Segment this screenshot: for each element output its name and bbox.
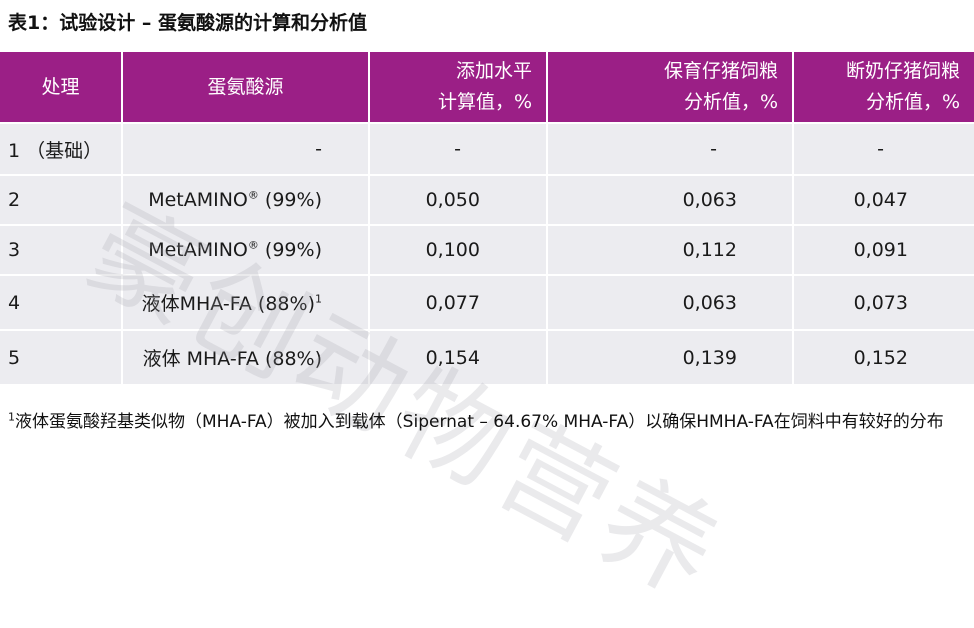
cell-calculated: 0,154 [368, 329, 547, 384]
footnote: 1液体蛋氨酸羟基类似物（MHA-FA）被加入到载体（Sipernat – 64.… [8, 410, 968, 434]
cell-nursery: 0,112 [546, 224, 793, 275]
table-row: 5 液体 MHA-FA (88%) 0,154 0,139 0,152 [0, 329, 974, 384]
cell-weaned: - [792, 122, 974, 175]
header-nursery-analysed: 保育仔猪饲粮 分析值，% [546, 52, 793, 123]
header-treatment: 处理 [0, 52, 122, 123]
cell-calculated: - [368, 122, 547, 175]
footnote-marker: 1 [8, 410, 15, 424]
trial-design-table: 处理 蛋氨酸源 添加水平 计算值，% 保育仔猪饲粮 分析值，% 断奶仔猪饲粮 分析值，… [0, 52, 974, 384]
cell-weaned: 0,073 [792, 274, 974, 330]
header-methionine-source: 蛋氨酸源 [121, 52, 369, 123]
footnote-text: 液体蛋氨酸羟基类似物（MHA-FA）被加入到载体（Sipernat – 64.6… [15, 412, 944, 432]
cell-nursery: 0,063 [546, 174, 793, 225]
cell-treatment: 1 （基础） [0, 122, 122, 175]
cell-nursery: 0,063 [546, 274, 793, 330]
cell-weaned: 0,152 [792, 329, 974, 384]
cell-weaned: 0,091 [792, 224, 974, 275]
cell-source: - [121, 122, 369, 175]
cell-weaned: 0,047 [792, 174, 974, 225]
header-weaned-analysed: 断奶仔猪饲粮 分析值，% [792, 52, 974, 123]
cell-calculated: 0,077 [368, 274, 547, 330]
cell-calculated: 0,050 [368, 174, 547, 225]
table-row: 1 （基础） - - - - [0, 122, 974, 175]
header-calculated-level: 添加水平 计算值，% [368, 52, 547, 123]
cell-nursery: - [546, 122, 793, 175]
table-row: 4 液体MHA-FA (88%)1 0,077 0,063 0,073 [0, 274, 974, 330]
table-row: 2 MetAMINO® (99%) 0,050 0,063 0,047 [0, 174, 974, 225]
table-row: 3 MetAMINO® (99%) 0,100 0,112 0,091 [0, 224, 974, 275]
cell-calculated: 0,100 [368, 224, 547, 275]
cell-source: MetAMINO® (99%) [121, 174, 369, 225]
table-title: 表1：试验设计 – 蛋氨酸源的计算和分析值 [8, 12, 367, 34]
cell-treatment: 2 [0, 174, 122, 225]
cell-source: 液体 MHA-FA (88%) [121, 329, 369, 384]
cell-nursery: 0,139 [546, 329, 793, 384]
cell-source: 液体MHA-FA (88%)1 [121, 274, 369, 330]
cell-source: MetAMINO® (99%) [121, 224, 369, 275]
cell-treatment: 3 [0, 224, 122, 275]
cell-treatment: 5 [0, 329, 122, 384]
table-header-row: 处理 蛋氨酸源 添加水平 计算值，% 保育仔猪饲粮 分析值，% 断奶仔猪饲粮 分析值，… [0, 52, 974, 123]
cell-treatment: 4 [0, 274, 122, 330]
